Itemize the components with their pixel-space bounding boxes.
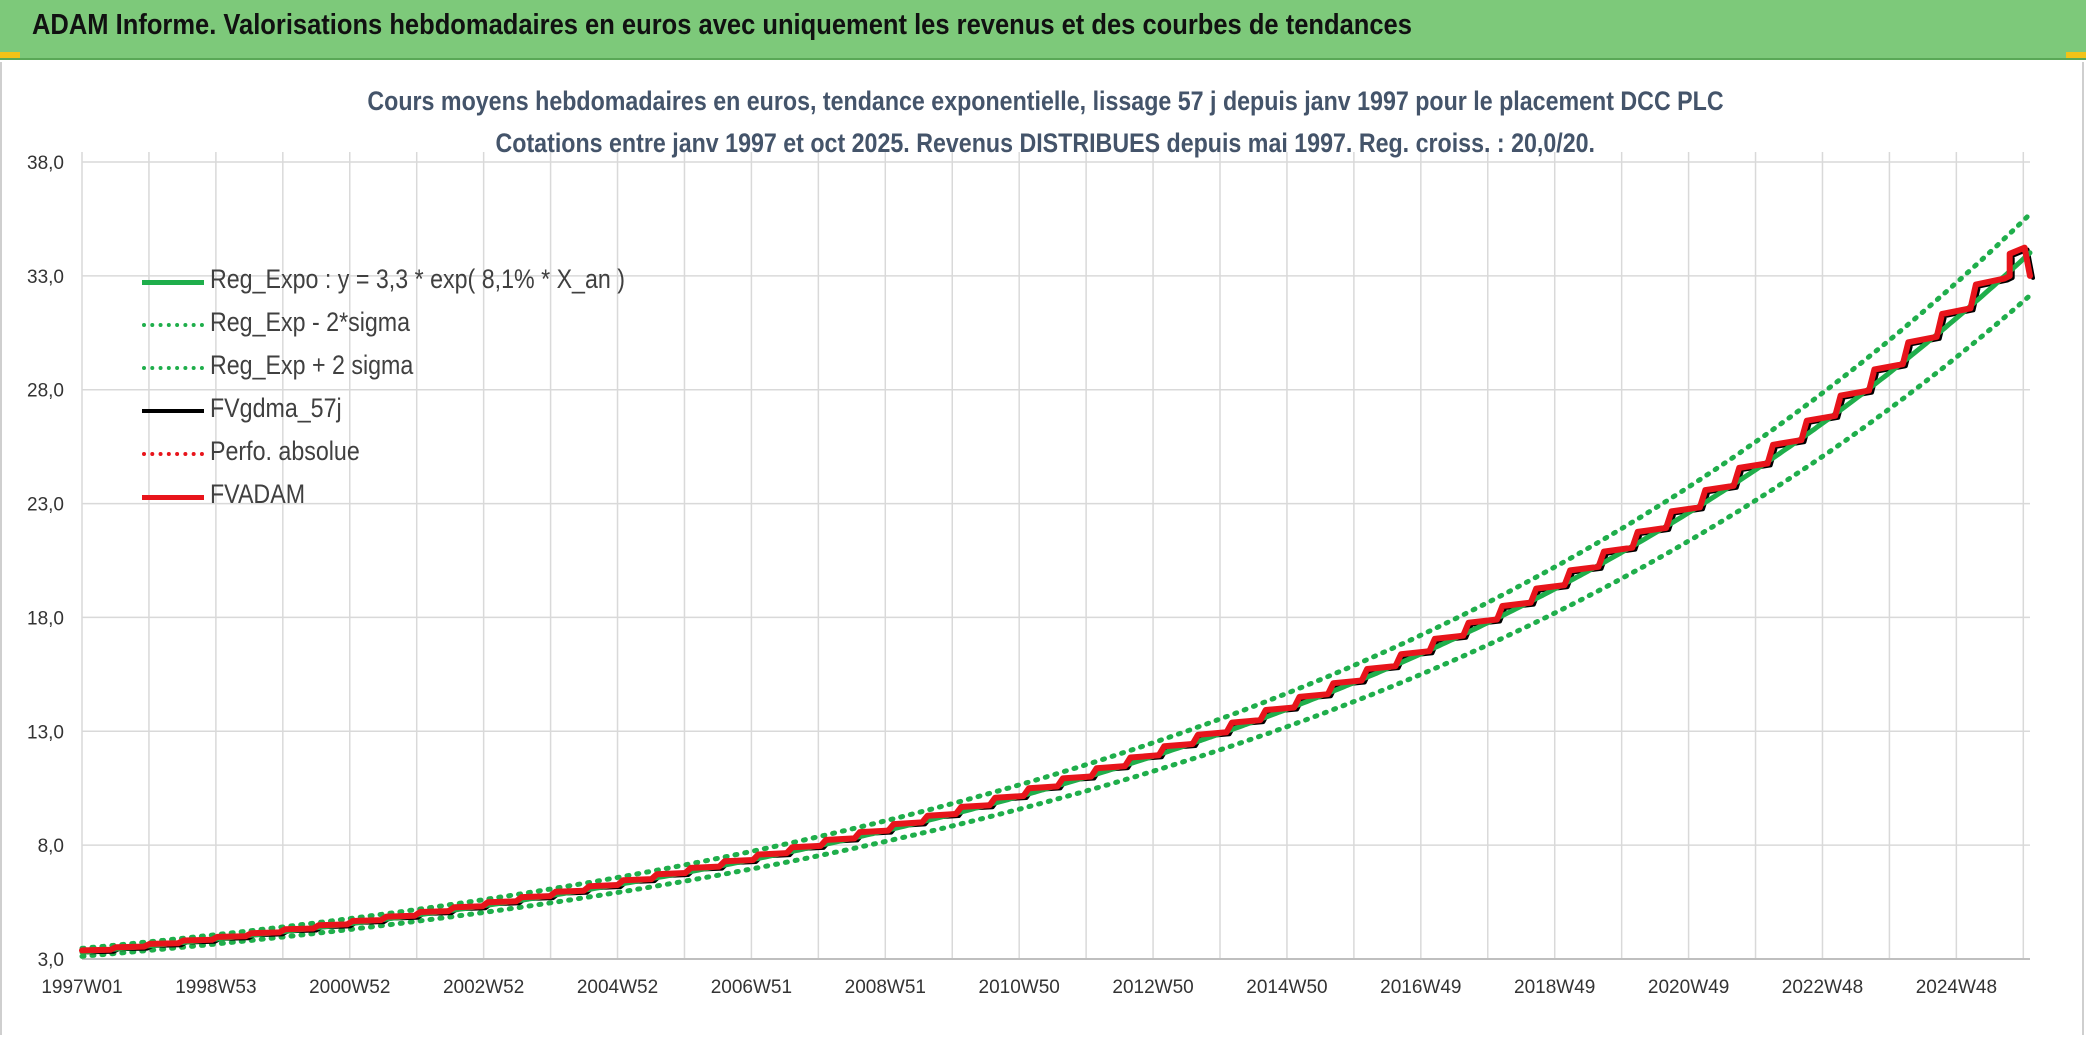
y-tick-label: 33,0 — [27, 267, 64, 288]
x-tick-label: 2006W51 — [711, 977, 792, 998]
y-tick-label: 18,0 — [27, 608, 64, 629]
y-tick-label: 13,0 — [27, 722, 64, 743]
legend-swatch — [142, 280, 204, 285]
chart-plot: 3,0 8,0 13,0 18,0 23,0 28,0 33,0 38,0 1997W01 199… — [27, 152, 2035, 998]
x-tick-label: 2012W50 — [1112, 977, 1193, 998]
y-tick-label: 8,0 — [38, 836, 64, 857]
series-line-reg-exp-2-sigma — [79, 292, 2033, 959]
x-tick-label: 2020W49 — [1648, 977, 1729, 998]
legend-swatch — [142, 495, 204, 500]
chart-title: Cours moyens hebdomadaires en euros, ten… — [366, 86, 1724, 116]
legend-label: Reg_Exp - 2*sigma — [210, 307, 411, 337]
report-header: ADAM Informe. Valorisations hebdomadaire… — [0, 0, 2086, 60]
corner-mark-left — [0, 52, 20, 58]
x-tick-label: 2004W52 — [577, 977, 658, 998]
report-title: ADAM Informe. Valorisations hebdomadaire… — [32, 9, 1412, 41]
y-tick-label: 38,0 — [27, 153, 64, 174]
legend-swatch — [142, 409, 204, 413]
x-tick-label: 2000W52 — [309, 977, 390, 998]
x-tick-label: 2014W50 — [1246, 977, 1327, 998]
legend-swatch — [142, 452, 204, 456]
chart-area: 3,0 8,0 13,0 18,0 23,0 28,0 33,0 38,0 1997W01 199… — [0, 62, 2084, 1035]
y-tick-label: 28,0 — [27, 381, 64, 402]
legend-label: Perfo. absolue — [210, 436, 360, 466]
x-tick-label: 1997W01 — [41, 977, 122, 998]
x-tick-label: 2018W49 — [1514, 977, 1595, 998]
legend-swatch — [142, 323, 204, 327]
corner-mark-right — [2066, 52, 2086, 58]
y-tick-label: 3,0 — [38, 950, 64, 971]
series-line-reg-exp-2-sigma — [79, 211, 2033, 951]
x-tick-label: 2008W51 — [845, 977, 926, 998]
x-tick-label: 2010W50 — [979, 977, 1060, 998]
x-tick-label: 2024W48 — [1916, 977, 1997, 998]
legend-label: FVgdma_57j — [210, 393, 342, 423]
series-line-perfo-absolue — [80, 245, 2032, 953]
legend-swatch — [142, 366, 204, 370]
x-tick-label: 2016W49 — [1380, 977, 1461, 998]
chart-subtitle: Cotations entre janv 1997 et oct 2025. R… — [495, 128, 1595, 158]
x-tick-label: 1998W53 — [175, 977, 256, 998]
legend-label: Reg_Exp + 2 sigma — [210, 350, 414, 380]
x-tick-label: 2002W52 — [443, 977, 524, 998]
y-tick-label: 23,0 — [27, 495, 64, 516]
legend-label: FVADAM — [210, 479, 306, 509]
legend-label: Reg_Expo : y = 3,3 * exp( 8,1% * X_an ) — [210, 264, 625, 294]
x-tick-label: 2022W48 — [1782, 977, 1863, 998]
